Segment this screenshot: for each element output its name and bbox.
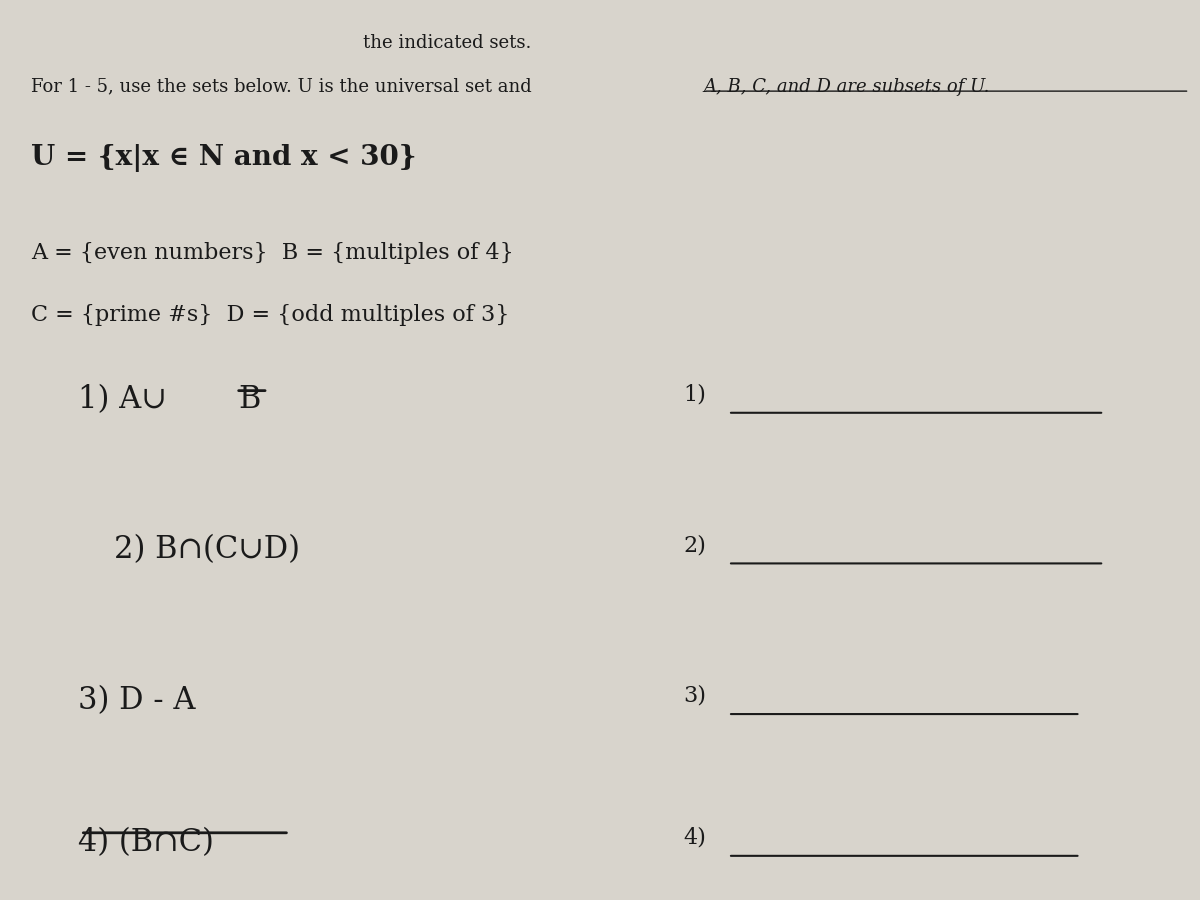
Text: 2) B∩(C∪D): 2) B∩(C∪D) [114, 535, 300, 565]
Text: the indicated sets.: the indicated sets. [362, 33, 532, 51]
Text: 3): 3) [683, 685, 706, 706]
Text: A, B, C, and D are subsets of U.: A, B, C, and D are subsets of U. [703, 77, 990, 95]
Text: 2): 2) [683, 535, 706, 556]
Text: B: B [239, 383, 260, 415]
Text: C = {prime #s}  D = {odd multiples of 3}: C = {prime #s} D = {odd multiples of 3} [31, 304, 509, 326]
Text: For 1 - 5, use the sets below. U is the universal set and: For 1 - 5, use the sets below. U is the … [31, 77, 538, 95]
Text: 3) D - A: 3) D - A [78, 685, 196, 716]
Text: U = {x|x ∈ N and x < 30}: U = {x|x ∈ N and x < 30} [31, 144, 416, 172]
Text: 1): 1) [683, 383, 706, 406]
Text: 1) A∪: 1) A∪ [78, 383, 167, 415]
Text: 4) (B∩C): 4) (B∩C) [78, 826, 214, 858]
Text: 4): 4) [683, 826, 706, 849]
Text: A = {even numbers}  B = {multiples of 4}: A = {even numbers} B = {multiples of 4} [31, 242, 514, 264]
